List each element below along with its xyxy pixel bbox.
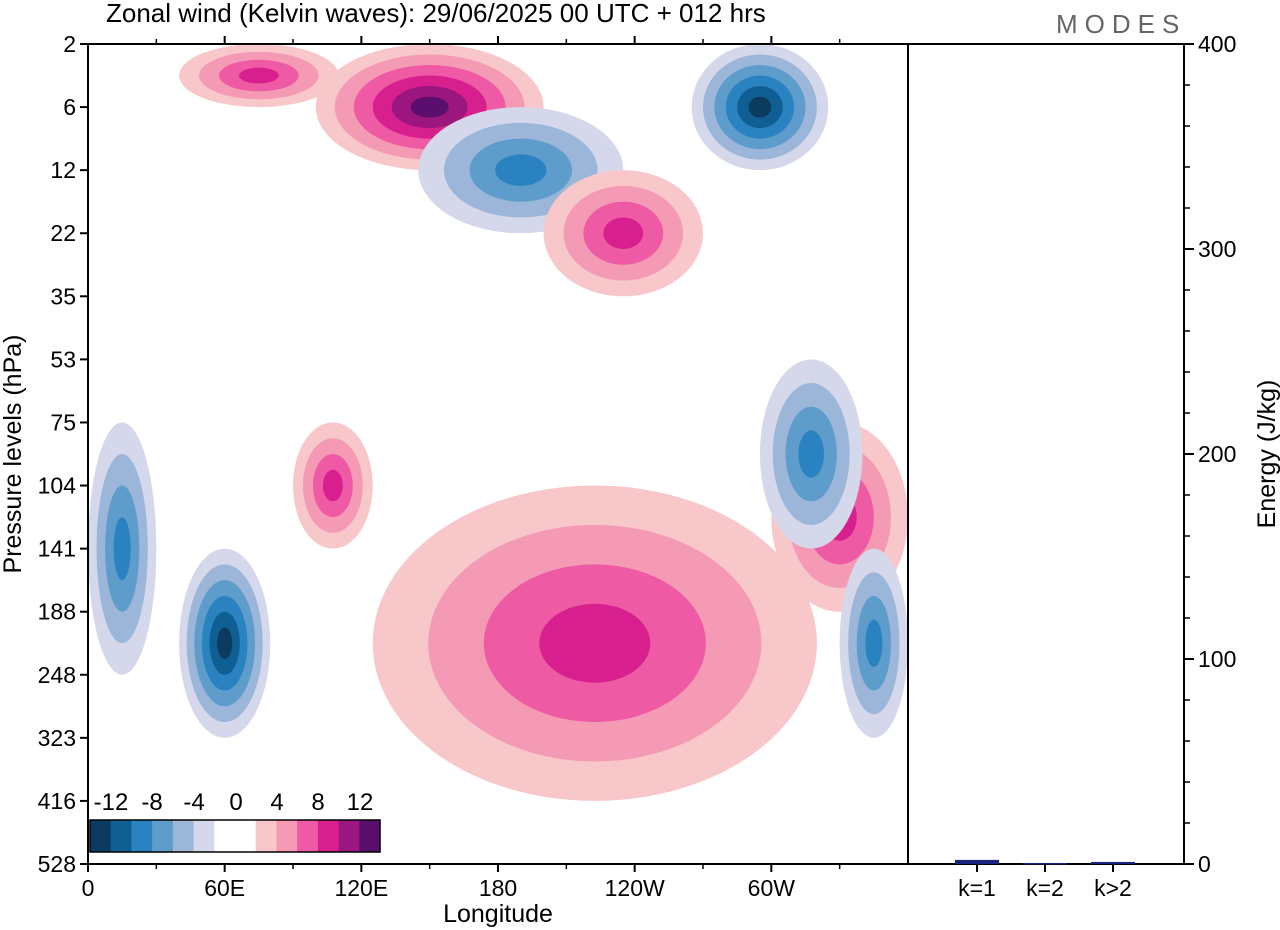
longitude-tick-label: 120E: [334, 875, 388, 901]
colorbar-swatch: [214, 820, 236, 852]
pressure-tick-label: 6: [63, 94, 76, 120]
easterly-anomaly: [839, 548, 908, 738]
energy-tick-label: 0: [1198, 851, 1211, 877]
energy-tick-label: 100: [1198, 646, 1236, 672]
x-axis-label: Longitude: [443, 900, 553, 928]
contour-plot: -12 -8 -4 0 4 8 12 2 6 12 22 35 53 75 104 141 188…: [0, 31, 909, 928]
pressure-tick-label: 53: [50, 346, 76, 372]
colorbar-swatch: [276, 820, 298, 852]
contour-band: [603, 217, 644, 250]
contour-fills: [88, 44, 908, 801]
contour-band: [322, 469, 343, 502]
contour-band: [113, 517, 131, 581]
pressure-tick-label: 323: [38, 725, 76, 751]
longitude-tick-label: 60E: [204, 875, 245, 901]
easterly-anomaly: [691, 44, 829, 171]
longitude-tick-label: 0: [82, 875, 95, 901]
pressure-tick-label: 104: [38, 473, 77, 499]
contour-band: [798, 430, 825, 478]
westerly-anomaly: [293, 422, 373, 549]
modes-logo: MODES: [1056, 9, 1186, 39]
pressure-tick-label: 248: [38, 662, 76, 688]
contour-band: [865, 619, 883, 667]
colorbar-swatch: [152, 820, 174, 852]
category-label: k=1: [958, 875, 996, 901]
colorbar-swatch: [110, 820, 132, 852]
colorbar-outline: [89, 819, 381, 853]
westerly-anomaly: [543, 170, 703, 297]
colorbar-swatch: [235, 820, 257, 852]
pressure-tick-label: 416: [38, 788, 76, 814]
colorbar-swatch: [255, 820, 277, 852]
colorbar-label-5: 4: [270, 789, 283, 816]
energy-tick-label: 400: [1198, 31, 1236, 57]
bar-plot-frame: [907, 43, 1185, 865]
longitude-tick-label: 180: [479, 875, 517, 901]
longitude-axis: 0 60E 120E 180 120W 60W: [82, 36, 841, 901]
contour-band: [748, 96, 772, 118]
colorbar-swatch: [90, 820, 112, 852]
colorbar-label-7: 12: [347, 789, 374, 816]
energy-tick-label: 300: [1198, 236, 1236, 262]
pressure-tick-label: 75: [50, 409, 76, 435]
pressure-tick-label: 12: [50, 157, 76, 183]
energy-bar: [1091, 861, 1135, 864]
category-label: k=2: [1026, 875, 1064, 901]
energy-bar: [1023, 862, 1067, 865]
colorbar-label-1: -12: [94, 789, 129, 816]
contour-band: [410, 96, 449, 118]
colorbar-swatch: [317, 820, 339, 852]
energy-axis: 0 100 200 300 400: [1184, 31, 1236, 877]
colorbar-swatch: [338, 820, 360, 852]
colorbar-swatch: [359, 820, 381, 852]
westerly-anomaly: [372, 485, 817, 801]
energy-bar: [955, 859, 999, 864]
pressure-tick-label: 2: [63, 31, 76, 57]
westerly-anomaly: [179, 44, 339, 108]
contour-band: [539, 603, 651, 683]
contour-band: [217, 627, 233, 659]
colorbar-label-4: 0: [229, 789, 242, 816]
colorbar-swatch: [172, 820, 194, 852]
colorbar-swatch: [131, 820, 153, 852]
y-axis-label: Pressure levels (hPa): [0, 335, 27, 574]
colorbar-label-6: 8: [311, 789, 324, 816]
energy-bar-chart: 0 100 200 300 400 k=1 k=2 k>2 Energy (J/kg): [907, 31, 1280, 901]
pressure-tick-label: 22: [50, 220, 76, 246]
contour-band: [495, 154, 547, 186]
energy-tick-label: 200: [1198, 441, 1236, 467]
easterly-anomaly: [759, 359, 863, 549]
pressure-tick-label: 188: [38, 599, 76, 625]
contour-band: [238, 67, 279, 84]
energy-axis-label: Energy (J/kg): [1253, 380, 1280, 529]
easterly-anomaly: [88, 422, 157, 675]
pressure-tick-label: 35: [50, 283, 76, 309]
energy-bars: k=1 k=2 k>2: [955, 859, 1135, 901]
pressure-axis: 2 6 12 22 35 53 75 104 141 188 248 323 416 528: [38, 31, 88, 877]
colorbar: -12 -8 -4 0 4 8 12: [84, 780, 388, 860]
pressure-tick-label: 141: [38, 536, 76, 562]
category-label: k>2: [1094, 875, 1132, 901]
colorbar-swatches: [89, 819, 381, 853]
colorbar-swatch: [193, 820, 215, 852]
figure-title: Zonal wind (Kelvin waves): 29/06/2025 00…: [106, 0, 766, 28]
colorbar-label-3: -4: [183, 789, 204, 816]
longitude-tick-label: 60W: [748, 875, 796, 901]
easterly-anomaly: [179, 548, 271, 738]
pressure-tick-label: 528: [38, 851, 76, 877]
colorbar-swatch: [297, 820, 319, 852]
colorbar-label-2: -8: [141, 789, 162, 816]
longitude-tick-label: 120W: [605, 875, 665, 901]
